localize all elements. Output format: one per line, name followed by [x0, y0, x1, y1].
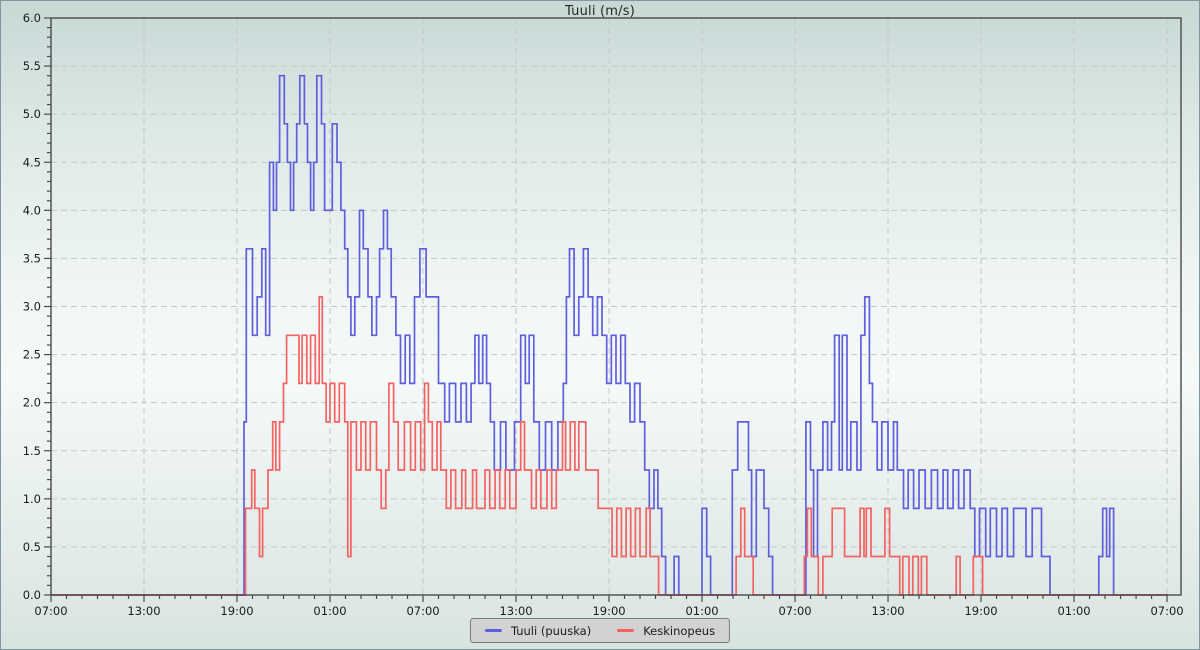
x-tick-label: 13:00: [127, 604, 160, 618]
y-tick-label: 5.0: [23, 107, 41, 121]
x-tick-label: 07:00: [778, 604, 811, 618]
y-tick-label: 2.5: [23, 348, 41, 362]
legend: Tuuli (puuska) Keskinopeus: [469, 618, 731, 643]
y-tick-label: 0.5: [23, 540, 41, 554]
x-tick-label: 07:00: [406, 604, 439, 618]
y-tick-label: 4.5: [23, 155, 41, 169]
x-tick-label: 01:00: [1057, 604, 1090, 618]
legend-item-average: Keskinopeus: [617, 624, 715, 638]
y-tick-label: 0.0: [23, 588, 41, 602]
x-tick-label: 07:00: [34, 604, 67, 618]
y-tick-label: 6.0: [23, 11, 41, 25]
y-tick-label: 5.5: [23, 59, 41, 73]
x-tick-label: 13:00: [871, 604, 904, 618]
legend-item-gust: Tuuli (puuska): [484, 623, 592, 638]
y-tick-label: 3.5: [23, 251, 41, 265]
y-tick-label: 1.0: [23, 492, 41, 506]
average-series-line: [51, 296, 1168, 596]
gust-series-line: [51, 74, 1168, 596]
x-tick-label: 19:00: [964, 604, 997, 618]
x-tick-label: 01:00: [685, 604, 718, 618]
legend-label-gust: Tuuli (puuska): [510, 623, 592, 638]
x-tick-label: 13:00: [499, 604, 532, 618]
y-tick-label: 2.0: [23, 396, 41, 410]
y-tick-label: 3.0: [23, 300, 41, 314]
legend-label-average: Keskinopeus: [643, 623, 716, 638]
y-tick-label: 4.0: [23, 203, 41, 217]
chart-title: Tuuli (m/s): [565, 4, 635, 19]
x-tick-label: 01:00: [313, 604, 346, 618]
x-tick-label: 19:00: [220, 604, 253, 618]
average-line-swatch-icon: [617, 629, 635, 632]
y-tick-label: 1.5: [23, 444, 41, 458]
x-tick-label: 07:00: [1150, 604, 1183, 618]
gust-line-swatch-icon: [484, 629, 502, 632]
x-tick-label: 19:00: [592, 604, 625, 618]
